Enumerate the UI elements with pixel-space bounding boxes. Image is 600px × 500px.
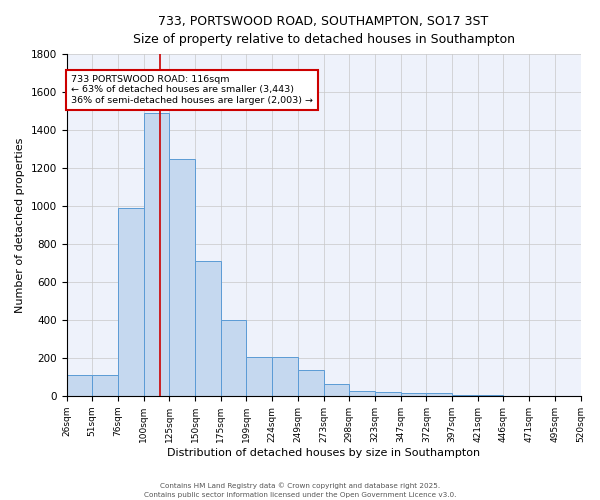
Bar (247, 357, 272, 396)
Text: 733 PORTSWOOD ROAD: 116sqm
← 63% of detached houses are smaller (3,443)
36% of s: 733 PORTSWOOD ROAD: 116sqm ← 63% of deta… (71, 75, 313, 105)
Text: Contains HM Land Registry data © Crown copyright and database right 2025.: Contains HM Land Registry data © Crown c… (160, 482, 440, 489)
Bar (427, 393, 452, 396)
Bar (272, 357, 298, 396)
Bar (195, 261, 221, 396)
Y-axis label: Number of detached properties: Number of detached properties (15, 138, 25, 312)
Bar (298, 370, 323, 396)
Bar (323, 384, 349, 396)
Bar (349, 391, 375, 396)
Text: Contains public sector information licensed under the Open Government Licence v3: Contains public sector information licen… (144, 492, 456, 498)
Title: 733, PORTSWOOD ROAD, SOUTHAMPTON, SO17 3ST
Size of property relative to detached: 733, PORTSWOOD ROAD, SOUTHAMPTON, SO17 3… (133, 15, 515, 46)
Bar (118, 208, 143, 396)
Bar (478, 395, 503, 396)
X-axis label: Distribution of detached houses by size in Southampton: Distribution of detached houses by size … (167, 448, 480, 458)
Bar (375, 392, 401, 396)
Bar (143, 113, 169, 396)
Bar (221, 320, 247, 396)
Bar (452, 395, 478, 396)
Bar (401, 393, 427, 396)
Bar (92, 375, 118, 396)
Bar (169, 158, 195, 396)
Bar (67, 375, 92, 396)
